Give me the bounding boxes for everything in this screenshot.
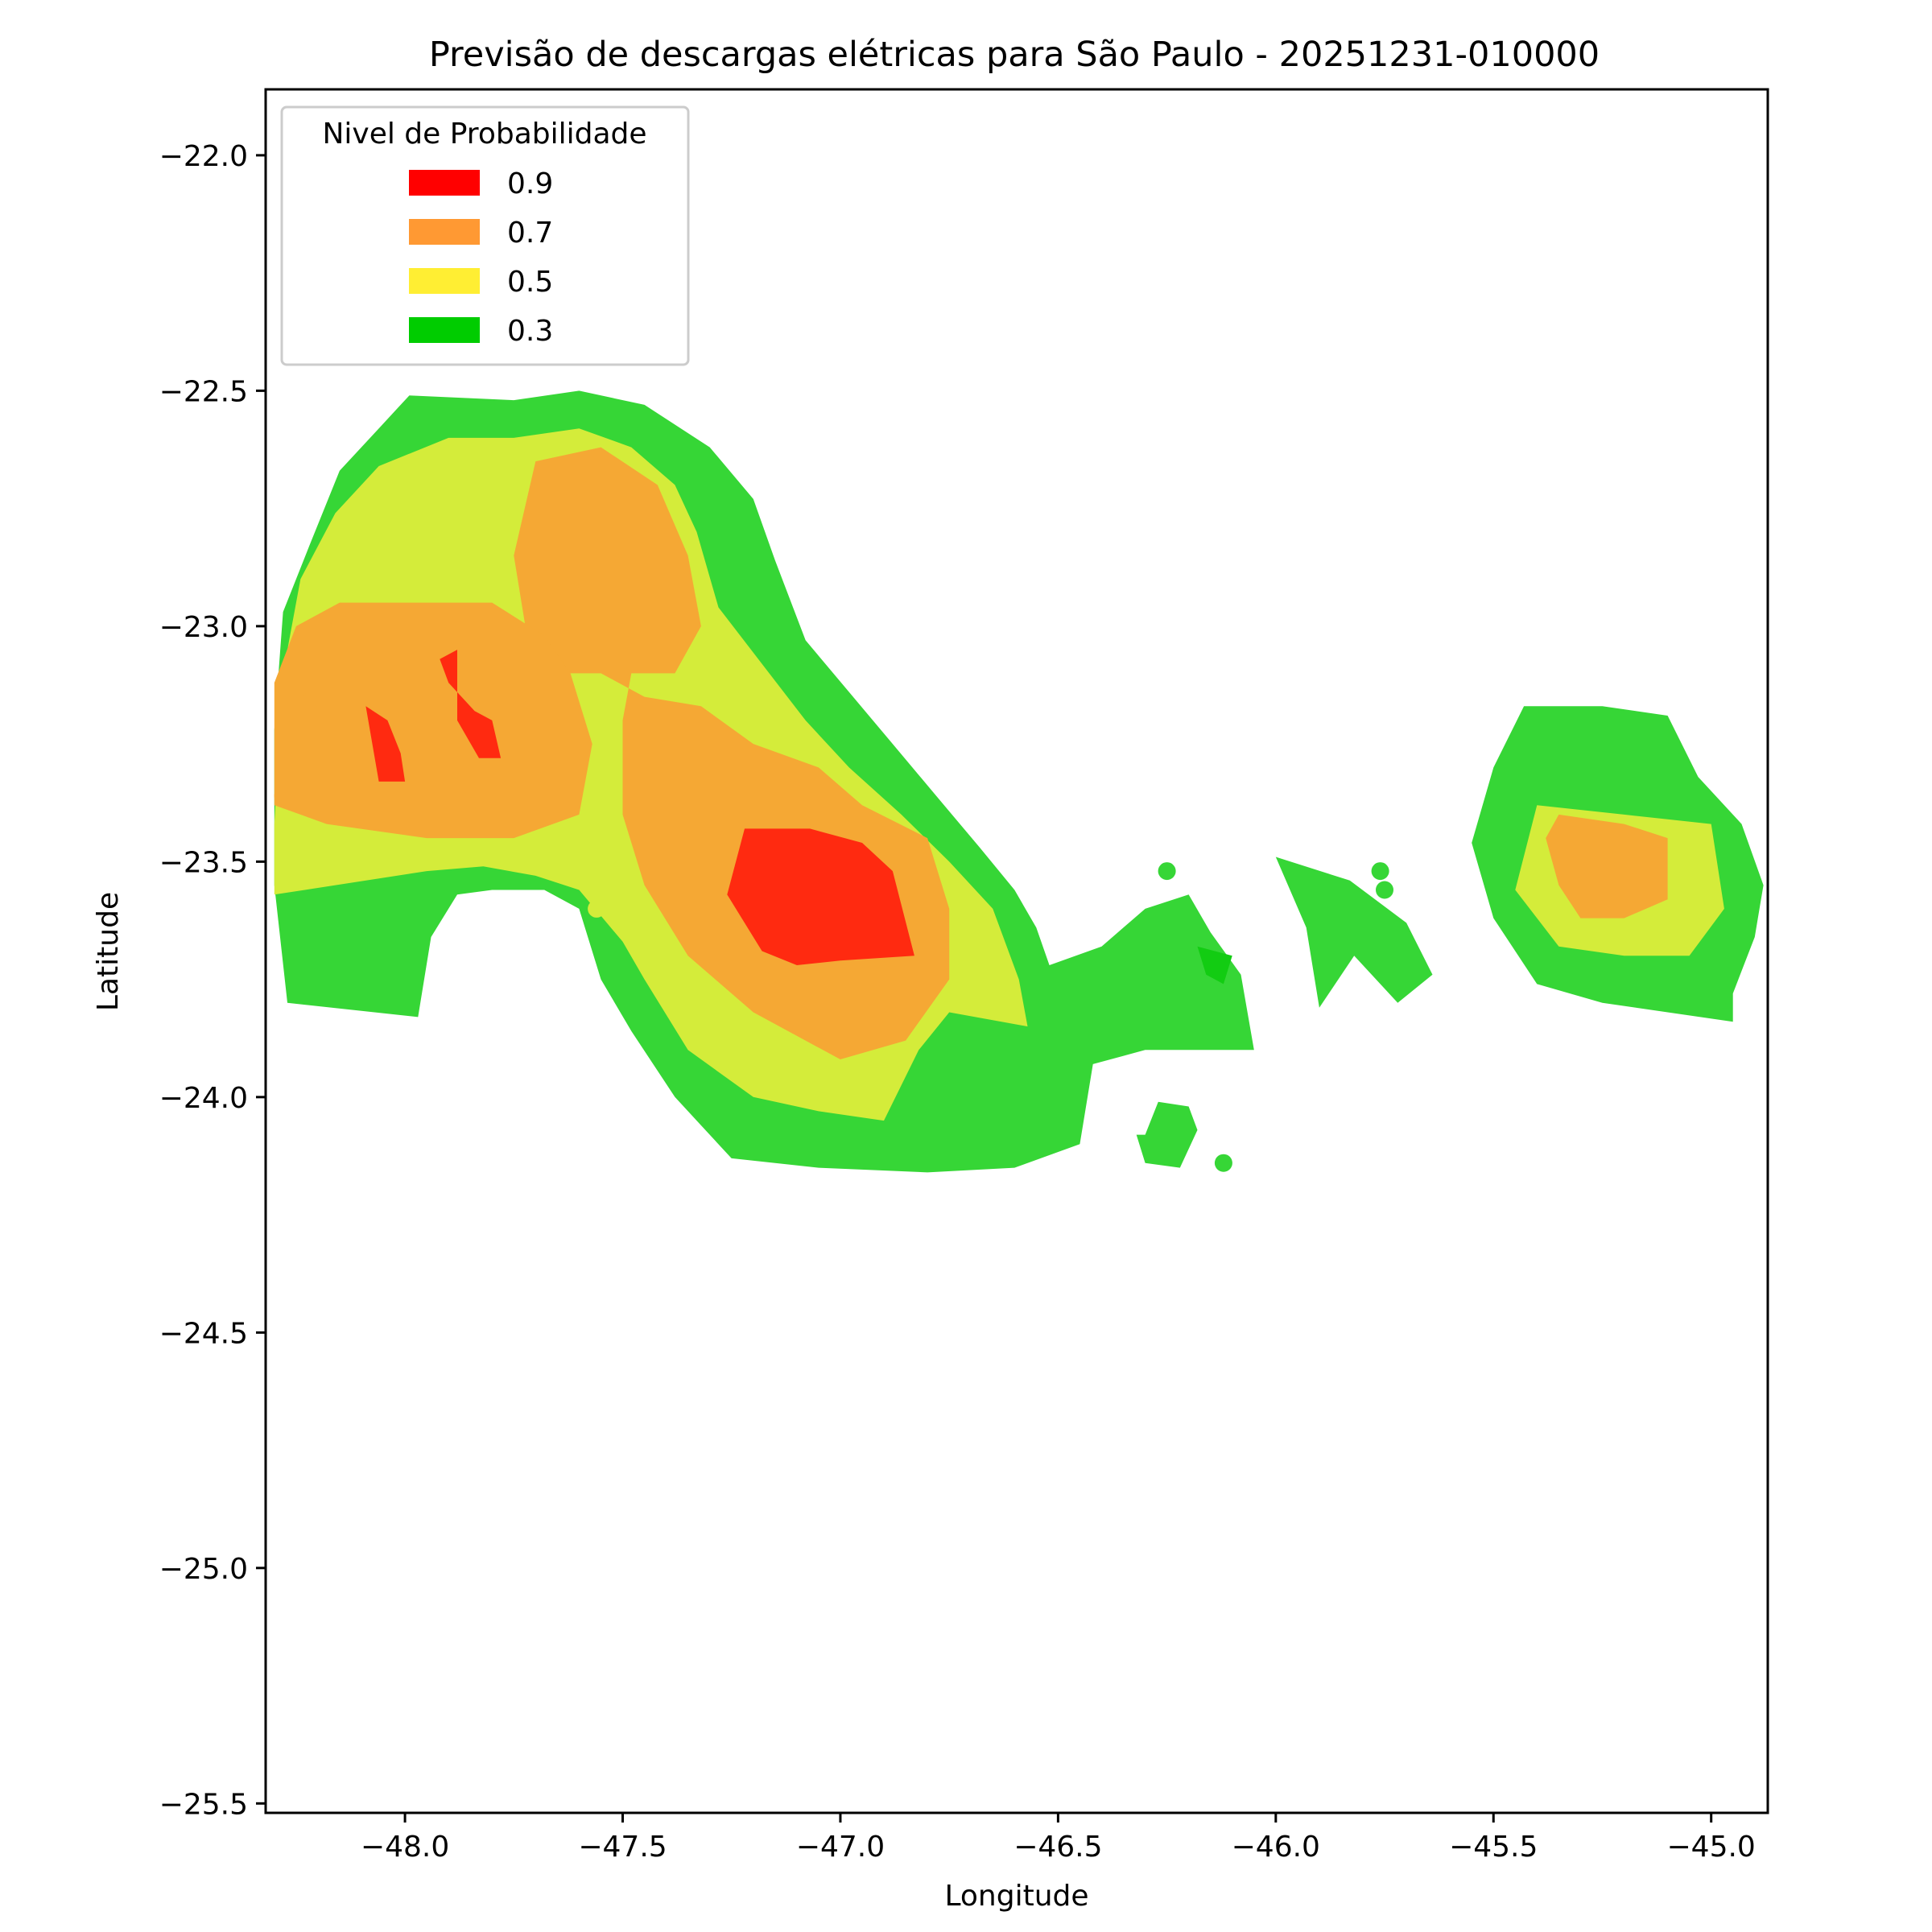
y-axis: −22.0 −22.5 −23.0 −23.5 −24.0 −24.5 −25.0 −25.5	[159, 140, 266, 1821]
y-tick-label: −22.5	[159, 375, 248, 408]
legend: Nivel de Probabilidade 0.9 0.7 0.5 0.3	[280, 105, 690, 366]
y-tick-label: −23.5	[159, 846, 248, 879]
y-tick-label: −24.0	[159, 1082, 248, 1115]
y-axis-title: Latitude	[92, 892, 125, 1011]
contour-region-03-1	[1275, 857, 1433, 1008]
contour-region-07-7	[274, 602, 592, 839]
y-tick-label: −25.0	[159, 1553, 248, 1586]
contour-region-03_dot-12	[1197, 946, 1232, 985]
x-tick-label: −46.5	[1013, 1831, 1102, 1864]
y-tick-label: −22.0	[159, 140, 248, 173]
contour-region-09-9	[727, 828, 914, 965]
contour-marker-3	[1214, 1154, 1232, 1172]
contour-marker-0	[1158, 862, 1176, 881]
legend-swatch-07	[409, 219, 480, 245]
legend-label-09: 0.9	[507, 167, 553, 200]
contour-marker-4	[588, 899, 606, 918]
contour-marker-2	[1376, 881, 1393, 899]
x-tick-label: −46.0	[1232, 1831, 1320, 1864]
legend-label-03: 0.3	[507, 315, 553, 348]
x-tick-label: −45.0	[1667, 1831, 1756, 1864]
y-tick-label: −24.5	[159, 1317, 248, 1350]
contour-marker-5	[566, 711, 584, 729]
x-tick-label: −45.5	[1449, 1831, 1538, 1864]
chart-title: Previsão de descargas elétricas para São…	[429, 35, 1600, 75]
legend-title: Nivel de Probabilidade	[322, 118, 646, 151]
contour-region-09-10	[365, 706, 406, 782]
contour-marker-7	[274, 786, 292, 805]
contour-marker-6	[300, 692, 319, 711]
x-tick-label: −47.0	[796, 1831, 885, 1864]
legend-label-07: 0.7	[507, 217, 553, 250]
plot-frame	[264, 88, 1769, 1814]
contour-region-03-2	[1136, 1101, 1198, 1168]
legend-swatch-03	[409, 317, 480, 343]
x-tick-label: −48.0	[361, 1831, 449, 1864]
x-axis: −48.0 −47.5 −47.0 −46.5 −46.0 −45.5 −45.0	[361, 1813, 1756, 1864]
y-tick-label: −23.0	[159, 611, 248, 644]
legend-swatch-09	[409, 170, 480, 196]
x-tick-label: −47.5	[578, 1831, 667, 1864]
x-axis-title: Longitude	[944, 1880, 1088, 1913]
contour-region-09-11	[440, 650, 502, 758]
contour-markers	[274, 692, 1393, 1172]
legend-frame	[280, 105, 690, 366]
contour-region-07-8	[1546, 814, 1668, 919]
y-tick-label: −25.5	[159, 1788, 248, 1821]
contour-regions	[274, 390, 1764, 1173]
legend-label-05: 0.5	[507, 266, 553, 299]
contour-marker-1	[1371, 862, 1389, 881]
legend-swatch-05	[409, 268, 480, 294]
